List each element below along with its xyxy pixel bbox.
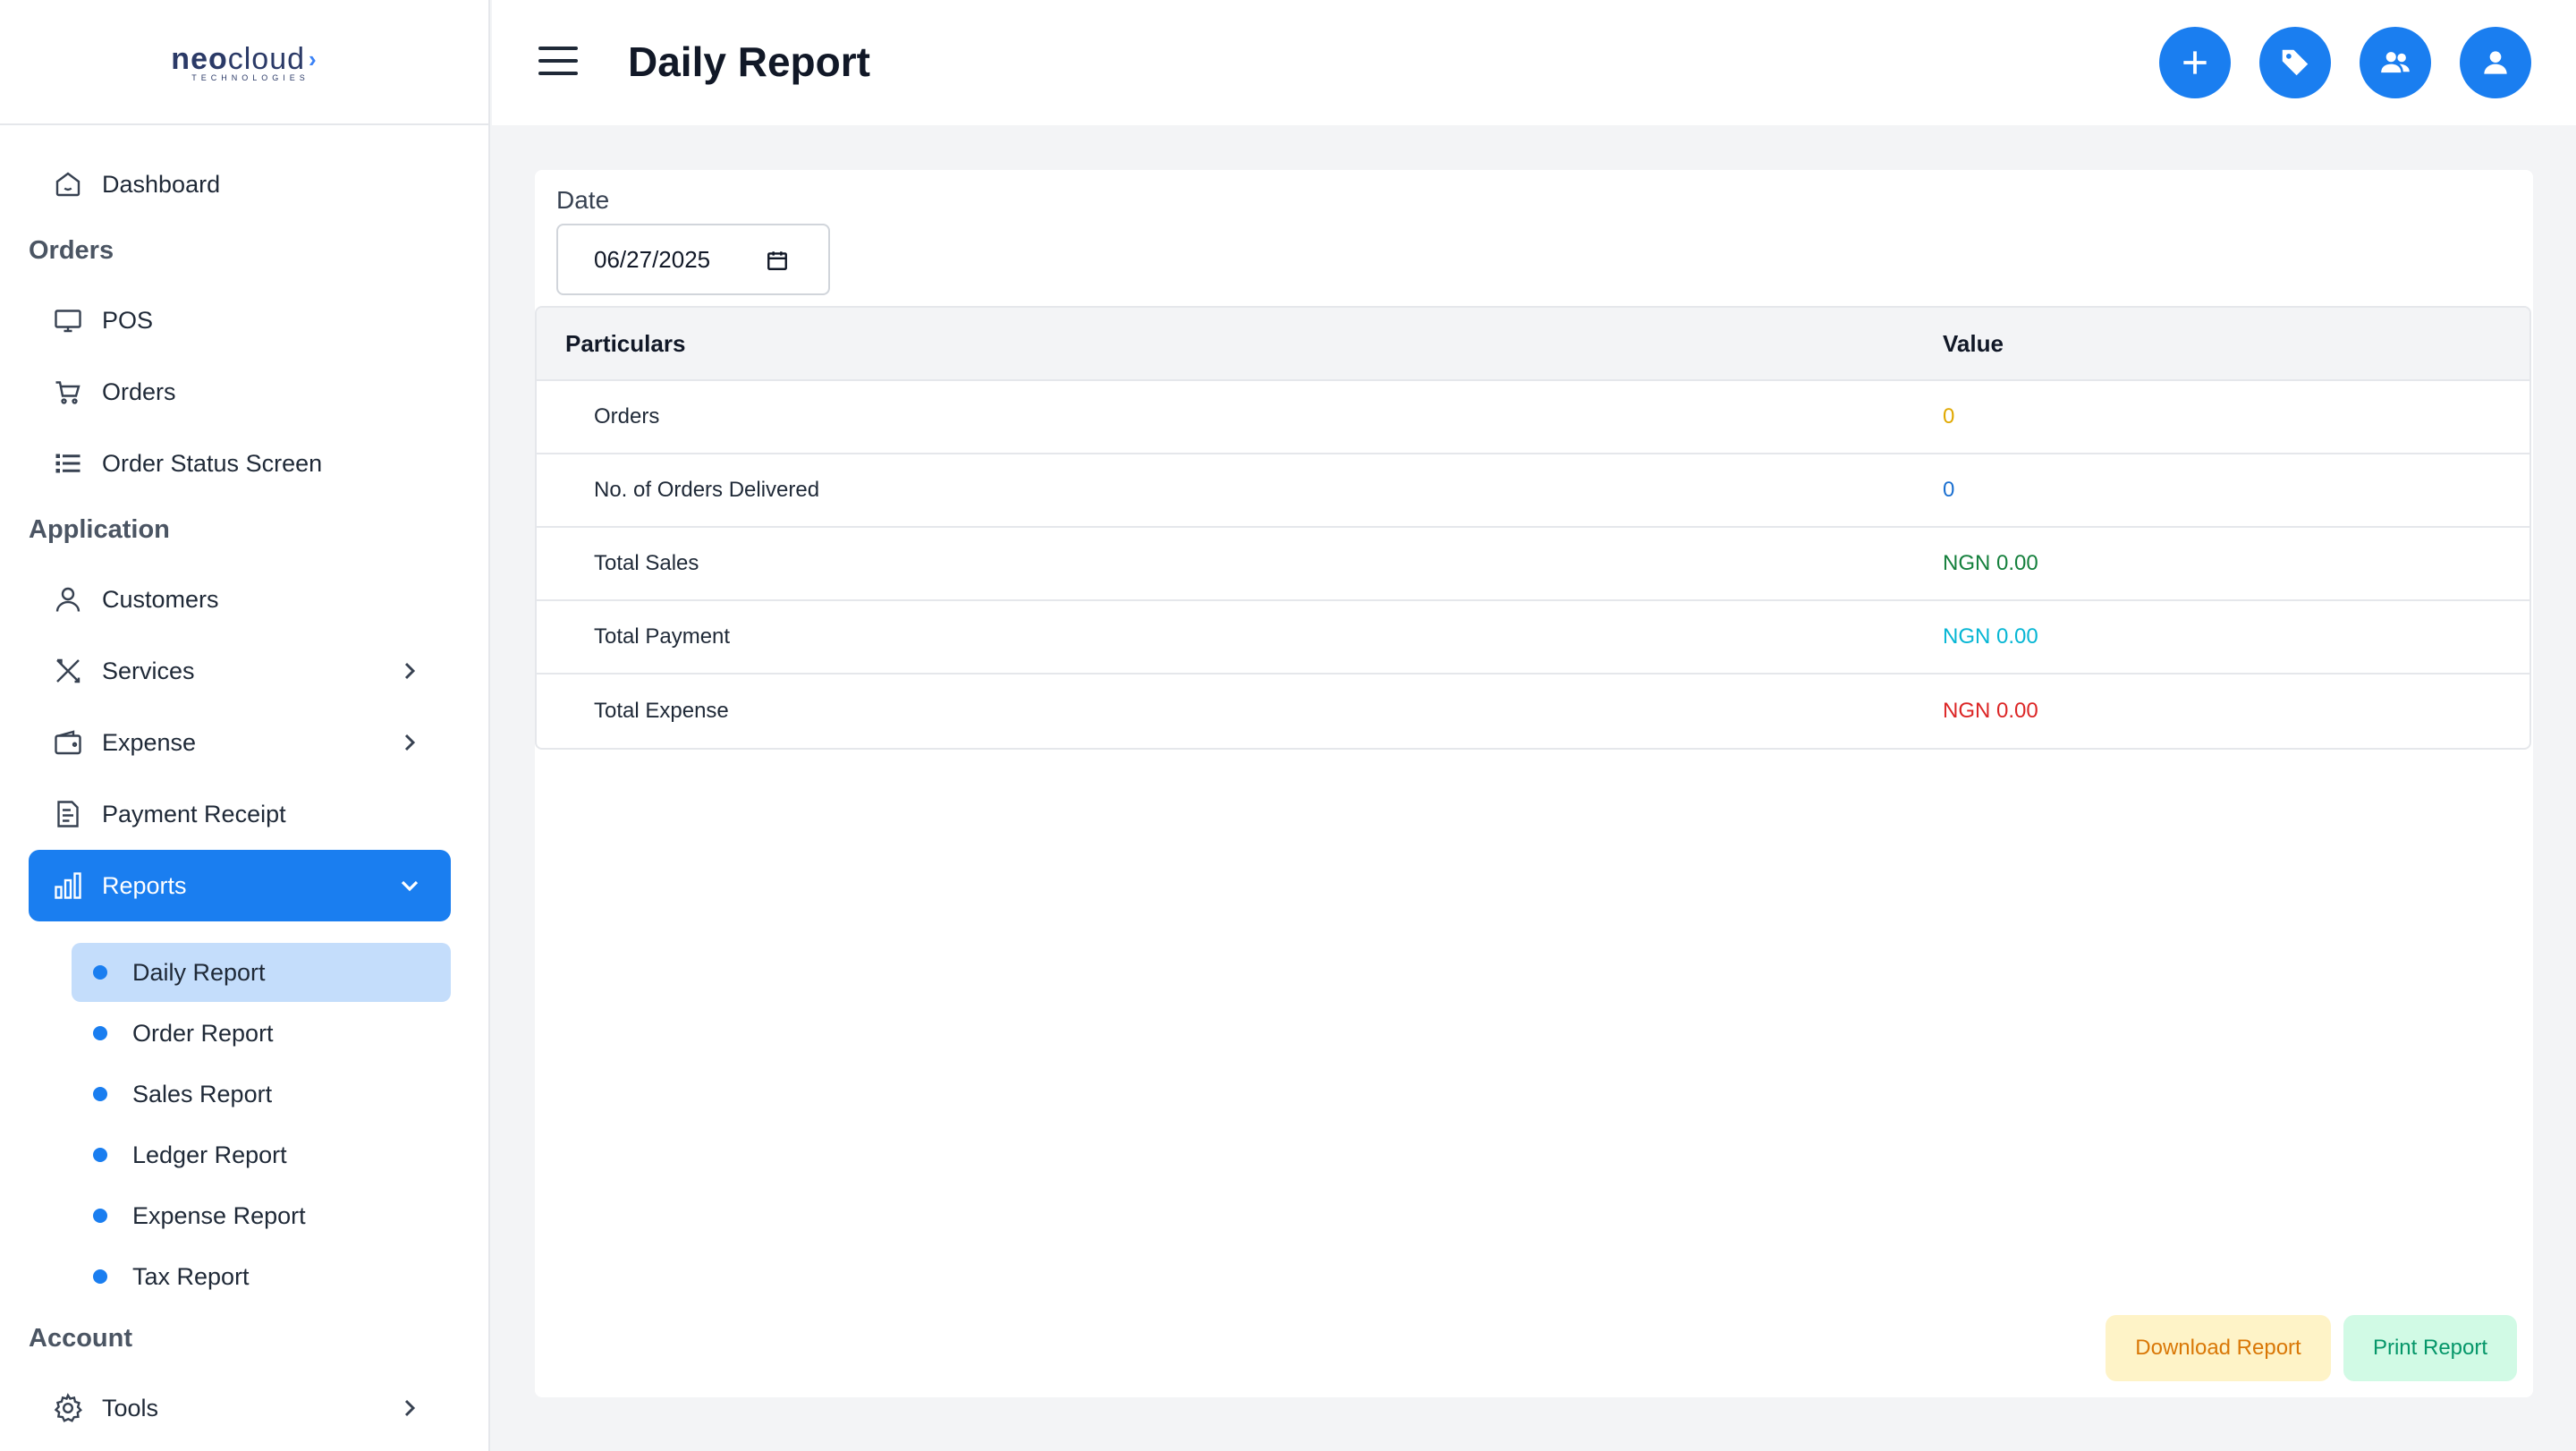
bullet-icon [93, 1087, 107, 1101]
date-input[interactable]: 06/27/2025 [556, 224, 830, 295]
report-table: Particulars Value Orders 0 No. of Orders… [535, 306, 2531, 750]
sidebar-subitem-tax-report[interactable]: Tax Report [72, 1247, 451, 1306]
sidebar-item-expense[interactable]: Expense [29, 707, 451, 778]
table-header-row: Particulars Value [537, 308, 2529, 381]
date-label: Date [556, 186, 610, 214]
row-label: Orders [594, 404, 660, 429]
row-label: Total Payment [594, 624, 731, 649]
chevron-right-icon [404, 1399, 416, 1417]
sidebar-item-order-status-screen[interactable]: Order Status Screen [29, 428, 451, 499]
sidebar-item-orders[interactable]: Orders [29, 356, 451, 428]
sidebar-subitem-sales-report[interactable]: Sales Report [72, 1065, 451, 1124]
tag-icon [2282, 49, 2309, 76]
sidebar-subitem-label: Ledger Report [132, 1141, 287, 1168]
sidebar-item-payment-receipt[interactable]: Payment Receipt [29, 778, 451, 850]
calendar-icon[interactable] [766, 249, 789, 272]
sidebar-item-tools[interactable]: Tools [29, 1372, 451, 1444]
table-row: No. of Orders Delivered 0 [537, 454, 2529, 528]
bullet-icon [93, 1209, 107, 1223]
chevron-right-icon [404, 734, 416, 751]
table-row: Total Payment NGN 0.00 [537, 601, 2529, 675]
row-value: NGN 0.00 [1943, 551, 2038, 575]
sidebar-item-reports[interactable]: Reports [29, 850, 451, 921]
logo[interactable]: neo cloud › TECHNOLOGIES [171, 42, 317, 82]
home-icon [50, 166, 86, 202]
list-icon [50, 445, 86, 481]
user-icon [2484, 51, 2507, 74]
sidebar-item-dashboard[interactable]: Dashboard [29, 148, 451, 220]
sidebar-item-label: Tools [102, 1394, 159, 1421]
profile-button[interactable] [2460, 27, 2531, 98]
users-icon [2381, 52, 2410, 73]
receipt-icon [50, 796, 86, 832]
row-label: Total Expense [594, 699, 729, 723]
row-value: NGN 0.00 [1943, 624, 2038, 649]
download-report-button[interactable]: Download Report [2106, 1315, 2331, 1381]
user-icon [50, 581, 86, 617]
sidebar-item-label: Orders [102, 378, 176, 405]
bullet-icon [93, 1026, 107, 1040]
wallet-icon [50, 725, 86, 760]
page-title: Daily Report [628, 38, 870, 85]
sidebar-item-label: Customers [102, 585, 219, 613]
row-value: NGN 0.00 [1943, 699, 2038, 723]
date-value: 06/27/2025 [594, 245, 711, 273]
section-orders: Orders [29, 236, 114, 265]
sidebar-subitem-order-report[interactable]: Order Report [72, 1004, 451, 1063]
sidebar-item-label: Expense [102, 728, 197, 756]
sidebar-item-label: Payment Receipt [102, 800, 286, 827]
sidebar-subitem-label: Daily Report [132, 958, 266, 986]
sidebar-subitem-label: Order Report [132, 1019, 274, 1047]
print-report-button[interactable]: Print Report [2343, 1315, 2517, 1381]
row-value: 0 [1943, 404, 1955, 429]
sidebar-item-label: Services [102, 657, 195, 684]
row-label: No. of Orders Delivered [594, 478, 820, 502]
sidebar-subitem-label: Tax Report [132, 1262, 250, 1290]
sidebar-item-label: Order Status Screen [102, 449, 323, 477]
sidebar-subitem-daily-report[interactable]: Daily Report [72, 943, 451, 1002]
sidebar-subitem-label: Sales Report [132, 1080, 273, 1107]
table-row: Total Expense NGN 0.00 [537, 675, 2529, 748]
sidebar-subitem-ledger-report[interactable]: Ledger Report [72, 1125, 451, 1184]
logo-text-cloud: cloud [227, 41, 306, 76]
row-value: 0 [1943, 478, 1955, 502]
sidebar-item-pos[interactable]: POS [29, 284, 451, 356]
chevron-down-icon [401, 880, 419, 892]
tools-crossed-icon [50, 653, 86, 689]
bullet-icon [93, 1148, 107, 1162]
row-label: Total Sales [594, 551, 699, 575]
gear-icon [50, 1390, 86, 1426]
section-application: Application [29, 515, 170, 544]
monitor-icon [50, 302, 86, 338]
add-button[interactable] [2159, 27, 2231, 98]
hamburger-menu-icon[interactable] [538, 47, 578, 79]
table-row: Orders 0 [537, 381, 2529, 454]
tag-button[interactable] [2259, 27, 2331, 98]
logo-arrow-icon: › [309, 45, 318, 72]
logo-text-neo: neo [171, 41, 228, 76]
sidebar: neo cloud › TECHNOLOGIES Dashboard Orders … [0, 0, 490, 1451]
logo-area: neo cloud › TECHNOLOGIES [0, 0, 488, 125]
sidebar-item-label: Reports [102, 871, 187, 899]
sidebar-item-customers[interactable]: Customers [29, 564, 451, 635]
top-header: Daily Report [492, 0, 2576, 125]
column-header-particulars: Particulars [565, 329, 686, 357]
sidebar-item-services[interactable]: Services [29, 635, 451, 707]
logo-tagline: TECHNOLOGIES [191, 72, 309, 82]
section-account: Account [29, 1324, 132, 1353]
bar-chart-icon [50, 868, 86, 904]
sidebar-item-label: Dashboard [102, 170, 221, 198]
table-row: Total Sales NGN 0.00 [537, 528, 2529, 601]
plus-icon [2183, 51, 2207, 74]
report-card: Date 06/27/2025 Particulars Value Orders… [535, 170, 2533, 1397]
sidebar-subitem-label: Expense Report [132, 1201, 306, 1229]
sidebar-subitem-expense-report[interactable]: Expense Report [72, 1186, 451, 1245]
chevron-right-icon [404, 662, 416, 680]
sidebar-item-label: POS [102, 306, 154, 334]
bullet-icon [93, 965, 107, 980]
cart-icon [50, 374, 86, 410]
users-button[interactable] [2360, 27, 2431, 98]
bullet-icon [93, 1269, 107, 1284]
column-header-value: Value [1943, 329, 2004, 357]
